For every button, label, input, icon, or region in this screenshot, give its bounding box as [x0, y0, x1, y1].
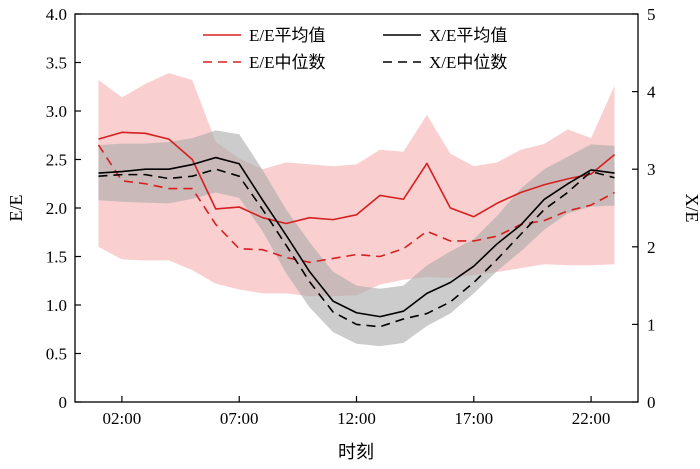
lines-layer	[97, 131, 616, 328]
ee-median-line	[97, 144, 615, 264]
legend-ee-mean: E/E平均值	[203, 26, 326, 45]
xe-range-band	[98, 130, 615, 347]
left-y-tick-label: 0.5	[46, 345, 67, 364]
legend-label: E/E中位数	[249, 53, 326, 72]
x-axis-title: 时刻	[338, 442, 374, 462]
legend-label: X/E平均值	[429, 26, 507, 45]
bands-layer	[98, 73, 615, 347]
left-y-tick-label: 1.5	[46, 248, 67, 267]
left-y-tick-label: 2.5	[46, 151, 67, 170]
x-tick-label: 07:00	[220, 409, 259, 428]
left-y-tick-label: 1.0	[46, 296, 67, 315]
legend-label: E/E平均值	[249, 26, 326, 45]
left-y-tick-label: 0	[59, 393, 68, 412]
ticks-layer: 02:00 07:00 12:00 17:00 22:00 0 0.5 1.0 1.5 2.0 2.…	[46, 5, 656, 428]
ee-mean-line	[98, 131, 616, 225]
right-y-tick-label: 0	[647, 393, 656, 412]
left-y-tick-label: 4.0	[46, 5, 67, 24]
legend: E/E平均值 X/E平均值 E/E中位数 X/E中位数	[203, 26, 507, 72]
legend-xe-mean: X/E平均值	[383, 26, 507, 45]
right-y-tick-label: 5	[647, 5, 656, 24]
x-tick-label: 17:00	[454, 409, 493, 428]
x-tick-label: 22:00	[572, 409, 611, 428]
left-y-axis-title: E/E	[6, 195, 26, 222]
legend-label: X/E中位数	[429, 53, 507, 72]
right-y-tick-label: 1	[647, 315, 656, 334]
legend-ee-median: E/E中位数	[203, 53, 326, 72]
x-tick-label: 12:00	[337, 409, 376, 428]
left-y-tick-label: 3.0	[46, 102, 67, 121]
right-y-axis-title: X/E	[682, 194, 700, 223]
right-y-tick-label: 3	[647, 160, 656, 179]
right-y-tick-label: 4	[647, 83, 656, 102]
left-y-tick-label: 3.5	[46, 54, 67, 73]
left-y-tick-label: 2.0	[46, 199, 67, 218]
xe-mean-line	[98, 156, 615, 318]
legend-xe-median: X/E中位数	[383, 53, 507, 72]
right-y-tick-label: 2	[647, 238, 656, 257]
xe-median-line	[98, 168, 615, 328]
x-tick-label: 02:00	[103, 409, 142, 428]
